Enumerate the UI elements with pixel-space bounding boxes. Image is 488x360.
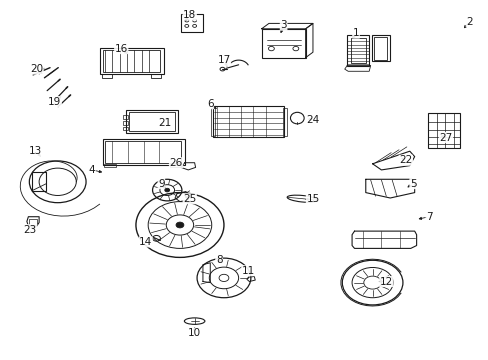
Text: 21: 21 xyxy=(158,118,172,128)
Bar xyxy=(102,50,160,72)
Text: 23: 23 xyxy=(23,225,37,235)
Text: 6: 6 xyxy=(206,99,213,109)
Bar xyxy=(371,35,389,61)
Text: 25: 25 xyxy=(183,194,196,204)
Circle shape xyxy=(164,188,169,192)
Text: 12: 12 xyxy=(379,276,392,287)
Text: 16: 16 xyxy=(114,44,128,54)
Bar xyxy=(102,74,112,78)
Text: 22: 22 xyxy=(398,155,412,165)
Bar xyxy=(100,48,163,74)
Text: 26: 26 xyxy=(169,158,183,168)
Bar xyxy=(427,113,459,148)
Bar xyxy=(128,112,175,131)
Text: 18: 18 xyxy=(183,10,196,20)
Bar xyxy=(181,14,203,32)
Text: 2: 2 xyxy=(465,17,472,27)
Text: 4: 4 xyxy=(88,165,95,175)
Bar xyxy=(373,37,386,60)
Text: 19: 19 xyxy=(48,96,61,107)
Text: 13: 13 xyxy=(28,146,42,156)
Text: 9: 9 xyxy=(158,179,164,189)
Text: 7: 7 xyxy=(425,212,432,222)
Text: 3: 3 xyxy=(280,20,286,30)
Text: 20: 20 xyxy=(30,64,43,74)
Bar xyxy=(123,127,128,130)
Text: 10: 10 xyxy=(188,328,201,338)
Bar xyxy=(126,110,177,133)
Bar xyxy=(282,108,286,136)
Text: 1: 1 xyxy=(352,28,359,38)
Bar xyxy=(211,108,215,136)
Text: 11: 11 xyxy=(241,266,255,276)
Bar xyxy=(123,121,128,125)
Text: 17: 17 xyxy=(217,55,230,66)
Bar xyxy=(150,74,161,78)
Bar xyxy=(29,219,37,225)
Circle shape xyxy=(176,222,183,228)
Text: 15: 15 xyxy=(305,194,319,204)
Bar xyxy=(212,106,283,137)
Bar xyxy=(123,115,128,119)
Bar xyxy=(102,139,184,165)
Text: 8: 8 xyxy=(215,255,222,265)
Bar xyxy=(170,164,182,167)
Text: 5: 5 xyxy=(409,179,416,189)
Text: 27: 27 xyxy=(438,132,452,143)
Text: 14: 14 xyxy=(139,237,152,247)
Bar xyxy=(350,38,365,63)
Bar xyxy=(105,141,181,163)
Bar xyxy=(32,172,46,191)
Text: 24: 24 xyxy=(305,114,319,125)
Bar xyxy=(103,164,116,167)
Bar xyxy=(261,29,305,58)
Bar xyxy=(346,35,368,66)
